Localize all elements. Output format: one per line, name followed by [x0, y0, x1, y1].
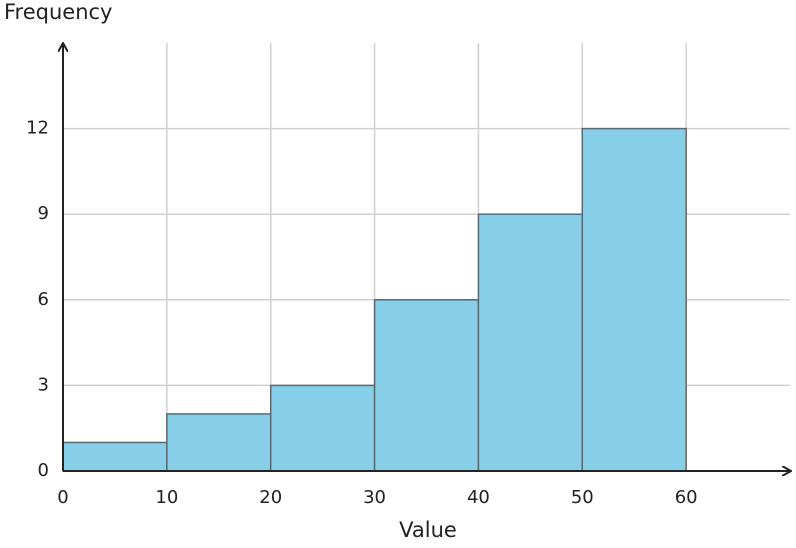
y-tick-label: 12 [26, 118, 49, 139]
x-tick-label: 10 [155, 487, 178, 508]
y-tick-label: 6 [38, 289, 49, 310]
x-tick-label: 40 [467, 487, 490, 508]
y-tick-label: 0 [38, 460, 49, 481]
bar [269, 384, 376, 472]
x-tick-label: 30 [363, 487, 386, 508]
y-tick-label: 9 [38, 203, 49, 224]
bar [581, 127, 687, 472]
bar [166, 413, 272, 472]
y-axis-title: Frequency [4, 0, 113, 24]
y-tick-label: 3 [38, 374, 49, 395]
x-tick-label: 0 [57, 487, 68, 508]
x-tick-label: 50 [571, 487, 594, 508]
x-axis-title: Value [399, 518, 457, 542]
bars [62, 127, 687, 472]
x-tick-label: 20 [259, 487, 282, 508]
x-tick-label: 60 [675, 487, 698, 508]
bar [477, 213, 584, 472]
bar [373, 299, 480, 472]
bar [62, 441, 168, 472]
